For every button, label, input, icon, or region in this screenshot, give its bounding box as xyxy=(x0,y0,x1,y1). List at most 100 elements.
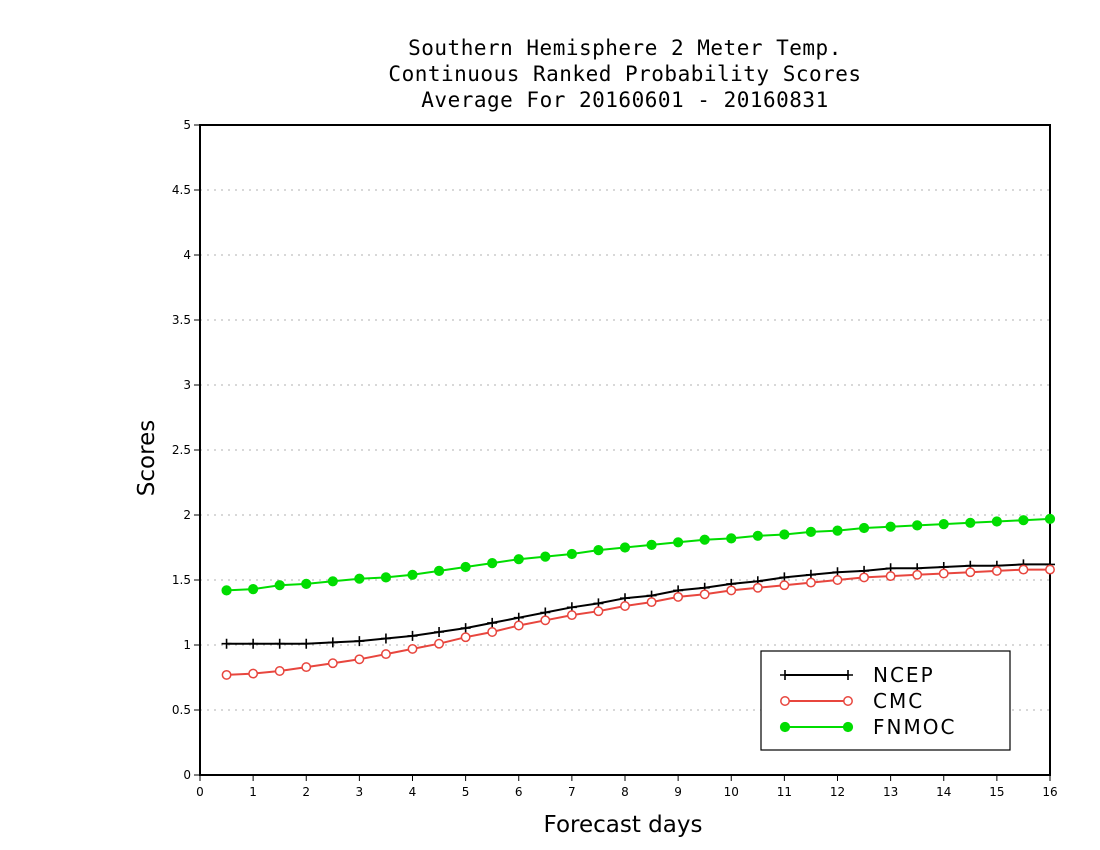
y-tick-label: 2 xyxy=(183,508,191,522)
series-cmc-point xyxy=(699,589,710,600)
x-tick-label: 0 xyxy=(196,785,204,799)
x-tick-label: 9 xyxy=(674,785,682,799)
y-tick-label: 4 xyxy=(183,248,191,262)
series-fnmoc-point xyxy=(407,569,418,580)
y-tick-label: 2.5 xyxy=(172,443,191,457)
x-tick-label: 11 xyxy=(777,785,792,799)
series-fnmoc-point xyxy=(1044,513,1056,525)
y-tick-label: 0.5 xyxy=(172,703,191,717)
series-cmc-point xyxy=(965,567,976,578)
series-fnmoc-point xyxy=(248,584,259,595)
series-cmc-point xyxy=(1045,564,1055,575)
series-cmc-point xyxy=(832,575,843,585)
series-cmc-point xyxy=(752,582,763,593)
series-ncep-point xyxy=(274,638,285,649)
y-tick-label: 1.5 xyxy=(172,573,191,587)
series-cmc-point xyxy=(248,668,259,679)
series-fnmoc-point xyxy=(965,517,976,528)
series-ncep-point xyxy=(327,637,338,648)
series-fnmoc-point xyxy=(938,519,949,530)
series-ncep-point xyxy=(407,630,418,641)
series-cmc-point xyxy=(593,606,604,617)
series-cmc-point xyxy=(646,597,657,608)
x-tick-label: 1 xyxy=(249,785,257,799)
series-fnmoc-point xyxy=(301,578,312,590)
series-cmc-point xyxy=(726,585,737,596)
series-cmc-point xyxy=(912,569,923,580)
series-cmc-point xyxy=(938,568,949,579)
legend-ncep-marker xyxy=(843,670,853,680)
chart-title-line-2: Continuous Ranked Probability Scores xyxy=(388,62,862,86)
x-tick-label: 7 xyxy=(568,785,576,799)
series-cmc-point xyxy=(274,666,285,676)
x-tick-label: 4 xyxy=(409,785,417,799)
series-cmc-point xyxy=(221,669,232,680)
legend-cmc-marker xyxy=(780,696,790,706)
series-ncep-point xyxy=(301,638,312,649)
series-cmc-point xyxy=(354,654,365,665)
x-axis-title: Forecast days xyxy=(544,812,703,838)
series-fnmoc-point xyxy=(433,565,445,577)
series-cmc-point xyxy=(859,572,870,583)
series-fnmoc-point xyxy=(327,576,338,587)
y-axis-title: Scores xyxy=(134,420,160,496)
series-cmc-point xyxy=(460,632,471,643)
chart-title-line-1: Southern Hemisphere 2 Meter Temp. xyxy=(408,36,842,60)
series-ncep-point xyxy=(221,638,232,649)
legend-fnmoc-marker xyxy=(779,721,791,733)
legend-ncep-label: NCEP xyxy=(873,663,935,687)
series-ncep xyxy=(221,559,1055,649)
x-tick-label: 6 xyxy=(515,785,523,799)
series-fnmoc-point xyxy=(885,521,896,532)
y-tick-label: 1 xyxy=(183,638,191,652)
series-fnmoc-point xyxy=(832,525,843,536)
series-ncep-point xyxy=(487,617,498,628)
legend-cmc-marker xyxy=(843,696,853,706)
series-fnmoc-point xyxy=(726,533,737,544)
series-fnmoc-point xyxy=(221,585,232,596)
series-fnmoc-point xyxy=(752,530,763,541)
x-tick-label: 14 xyxy=(936,785,951,799)
series-fnmoc-point xyxy=(779,529,790,540)
series-cmc-point xyxy=(327,658,338,669)
series-cmc-point xyxy=(805,577,816,588)
series-fnmoc-point xyxy=(354,573,365,584)
legend-fnmoc-label: FNMOC xyxy=(873,715,956,739)
series-cmc-point xyxy=(487,627,498,637)
series-cmc-point xyxy=(885,571,896,582)
series-cmc-point xyxy=(434,638,445,649)
series-cmc-point xyxy=(673,591,684,602)
series-fnmoc-line xyxy=(226,517,1051,592)
series-fnmoc-point xyxy=(487,558,498,569)
series-fnmoc xyxy=(221,513,1056,596)
x-tick-label: 3 xyxy=(356,785,364,799)
legend-cmc-label: CMC xyxy=(873,689,924,713)
x-tick-label: 2 xyxy=(302,785,310,799)
series-cmc-point xyxy=(380,649,391,660)
series-cmc xyxy=(221,564,1055,680)
series-cmc-point xyxy=(513,620,524,631)
series-ncep-point xyxy=(248,638,259,649)
x-tick-label: 16 xyxy=(1042,785,1057,799)
series-ncep-point xyxy=(380,633,391,644)
series-cmc-point xyxy=(1018,564,1029,575)
series-layer xyxy=(221,513,1056,680)
series-fnmoc-point xyxy=(646,539,657,551)
series-fnmoc-point xyxy=(380,572,392,583)
y-tick-label: 3 xyxy=(183,378,191,392)
series-fnmoc-point xyxy=(991,516,1002,527)
series-fnmoc-point xyxy=(673,537,684,548)
series-cmc-point xyxy=(540,615,551,626)
series-cmc-point xyxy=(779,580,790,591)
series-cmc-point xyxy=(620,601,630,611)
grid-lines xyxy=(200,189,1050,711)
legend-ncep-marker xyxy=(780,670,790,680)
y-tick-label: 0 xyxy=(183,768,191,782)
y-tick-label: 5 xyxy=(183,118,191,132)
x-tick-label: 13 xyxy=(883,785,898,799)
series-fnmoc-point xyxy=(540,551,551,562)
series-fnmoc-point xyxy=(912,520,923,531)
series-ncep-point xyxy=(434,627,445,637)
series-fnmoc-point xyxy=(699,534,710,545)
series-fnmoc-point xyxy=(593,545,604,556)
